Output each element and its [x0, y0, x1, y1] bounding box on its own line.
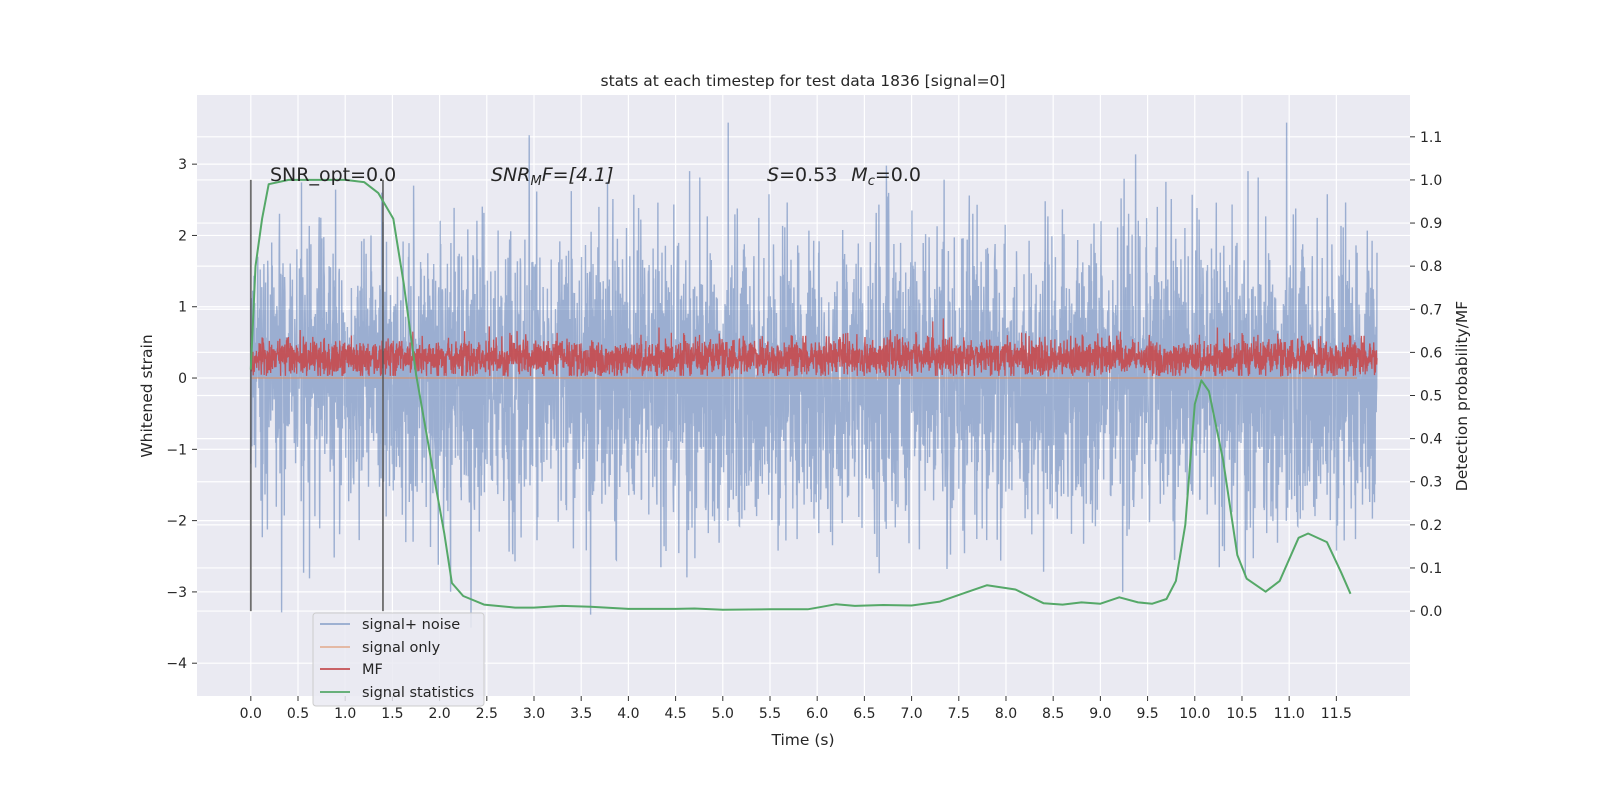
- y-right-tick-label: 0.5: [1420, 389, 1442, 405]
- x-tick-label: 8.0: [995, 706, 1017, 722]
- annotation-snr-opt: SNR_opt=0.0: [270, 164, 396, 186]
- x-tick-label: 11.5: [1321, 706, 1352, 722]
- y-tick-label: −4: [166, 656, 187, 672]
- y-tick-label: 3: [178, 157, 187, 173]
- x-tick-label: 5.5: [759, 706, 781, 722]
- x-tick-label: 1.0: [334, 706, 356, 722]
- x-tick-label: 2.5: [476, 706, 498, 722]
- x-tick-label: 10.0: [1179, 706, 1210, 722]
- y-tick-label: 2: [178, 228, 187, 244]
- y-axis-label: Whitened strain: [138, 334, 156, 457]
- x-tick-label: 2.0: [428, 706, 450, 722]
- y-right-tick-label: 0.1: [1420, 561, 1442, 577]
- y-axis-right-label: Detection probability/MF: [1453, 301, 1471, 492]
- y-tick-label: −3: [166, 585, 187, 601]
- y-right-tick-label: 0.4: [1420, 432, 1442, 448]
- x-tick-label: 9.5: [1136, 706, 1158, 722]
- chart-title: stats at each timestep for test data 183…: [601, 72, 1006, 90]
- ticks: 0.0 0.5 1.0 1.5 2.0 2.5 3.0 3.5 4.0 4.5 5.0 5.5 6.0 6…: [166, 130, 1442, 722]
- y-right-tick-label: 0.3: [1420, 475, 1442, 491]
- annotation-s-mc: S=0.53 Mc=0.0: [767, 164, 921, 189]
- statistics-line: [249, 178, 1352, 611]
- x-tick-label: 3.0: [523, 706, 545, 722]
- x-tick-label: 7.0: [900, 706, 922, 722]
- y-tick-label: −2: [166, 514, 187, 530]
- y-right-tick-label: 0.2: [1420, 518, 1442, 534]
- y-right-tick-label: 1.1: [1420, 130, 1442, 146]
- x-tick-label: 3.5: [570, 706, 592, 722]
- y-tick-label: 1: [178, 300, 187, 316]
- mf-series: [250, 318, 1378, 377]
- x-tick-label: 4.0: [617, 706, 639, 722]
- statistics-series: [249, 178, 1352, 611]
- x-tick-label: 0.0: [240, 706, 262, 722]
- x-tick-label: 5.0: [712, 706, 734, 722]
- x-tick-label: 7.5: [948, 706, 970, 722]
- vertical-lines: [249, 179, 384, 612]
- legend-label-signal-only: signal only: [362, 640, 441, 656]
- y-right-tick-label: 0.8: [1420, 259, 1442, 275]
- x-tick-label: 4.5: [664, 706, 686, 722]
- x-tick-label: 0.5: [287, 706, 309, 722]
- annotation-snr-mf: SNRMF=[4.1]: [491, 164, 614, 189]
- x-tick-label: 10.5: [1226, 706, 1257, 722]
- x-tick-label: 9.0: [1089, 706, 1111, 722]
- x-tick-label: 1.5: [381, 706, 403, 722]
- legend: signal+ noise signal only MF signal stat…: [312, 612, 485, 707]
- y-tick-label: −1: [166, 442, 187, 458]
- signal-noise-line: [250, 122, 1378, 628]
- y-right-tick-label: 1.0: [1420, 173, 1442, 189]
- legend-label-signal-noise: signal+ noise: [362, 617, 460, 633]
- signal-noise-series: [250, 122, 1378, 628]
- y-right-tick-label: 0.9: [1420, 216, 1442, 232]
- y-right-tick-label: 0.7: [1420, 302, 1442, 318]
- y-right-tick-label: 0.6: [1420, 345, 1442, 361]
- x-axis-label: Time (s): [770, 731, 834, 749]
- x-tick-label: 8.5: [1042, 706, 1064, 722]
- legend-label-mf: MF: [362, 662, 383, 678]
- mf-line: [250, 318, 1378, 377]
- legend-label-statistics: signal statistics: [362, 685, 474, 701]
- x-tick-label: 6.0: [806, 706, 828, 722]
- x-tick-label: 11.0: [1274, 706, 1305, 722]
- x-tick-label: 6.5: [853, 706, 875, 722]
- y-tick-label: 0: [178, 371, 187, 387]
- y-right-tick-label: 0.0: [1420, 604, 1442, 620]
